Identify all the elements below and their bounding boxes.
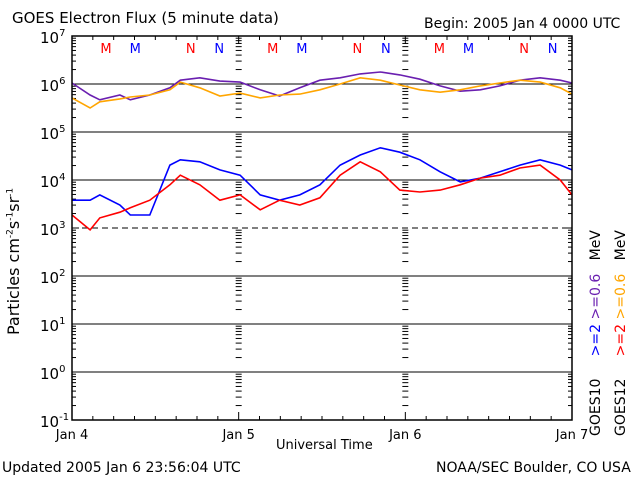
y-tick-label: 10-1	[40, 412, 69, 431]
legend-threshold-a: >=2	[588, 323, 604, 357]
y-tick-label: 102	[40, 268, 65, 287]
x-tick-label: Jan 7	[555, 428, 588, 443]
updated-timestamp: Updated 2005 Jan 6 23:56:04 UTC	[2, 460, 241, 476]
legend-sat: GOES12	[613, 378, 629, 436]
noon-midnight-marker: M	[267, 42, 278, 57]
legend-sat: GOES10	[588, 378, 604, 436]
noon-midnight-marker: N	[548, 42, 558, 57]
series-line-goes10-0-6-mev	[71, 71, 573, 101]
x-tick-label: Jan 5	[221, 428, 254, 443]
noon-midnight-marker: M	[434, 42, 445, 57]
legend-row-goes10: GOES10 >=2 >=0.6 MeV	[588, 230, 604, 436]
legend-unit: MeV	[588, 230, 604, 261]
noon-midnight-marker: N	[519, 42, 529, 57]
x-tick-label: Jan 4	[55, 428, 88, 443]
begin-label: Begin: 2005 Jan 4 0000 UTC	[424, 16, 621, 32]
series-line-goes12-2-mev	[71, 160, 573, 232]
y-tick-label: 104	[40, 172, 65, 191]
noon-midnight-marker: M	[463, 42, 474, 57]
credit-label: NOAA/SEC Boulder, CO USA	[436, 460, 631, 476]
series-line-goes10-2-mev	[72, 146, 573, 216]
y-tick-label: 105	[40, 124, 65, 143]
y-tick-label: 101	[40, 316, 65, 335]
noon-midnight-marker: M	[100, 42, 111, 57]
legend-threshold-a: >=2	[613, 323, 629, 357]
y-tick-label: 107	[40, 28, 65, 47]
legend-threshold-b: >=0.6	[613, 273, 629, 320]
y-tick-label: 100	[40, 364, 65, 383]
chart-title: GOES Electron Flux (5 minute data)	[12, 9, 279, 27]
y-axis-label-text: Particles cm-2s-1sr-1	[4, 187, 23, 335]
plot-frame	[71, 35, 573, 421]
y-tick-label: 103	[40, 220, 65, 239]
noon-midnight-marker: N	[214, 42, 224, 57]
y-tick-label: 106	[40, 76, 65, 95]
noon-midnight-marker: N	[353, 42, 363, 57]
series-line-goes12-0-6-mev	[71, 76, 573, 109]
legend-threshold-b: >=0.6	[588, 273, 604, 320]
legend-row-goes12: GOES12 >=2 >=0.6 MeV	[613, 230, 629, 436]
x-axis-label: Universal Time	[276, 438, 373, 453]
noon-midnight-marker: N	[186, 42, 196, 57]
x-tick-label: Jan 6	[388, 428, 421, 443]
y-axis-label: Particles cm-2s-1sr-1	[4, 188, 23, 335]
legend-unit: MeV	[613, 230, 629, 261]
noon-midnight-marker: N	[381, 42, 391, 57]
noon-midnight-marker: M	[296, 42, 307, 57]
noon-midnight-marker: M	[130, 42, 141, 57]
